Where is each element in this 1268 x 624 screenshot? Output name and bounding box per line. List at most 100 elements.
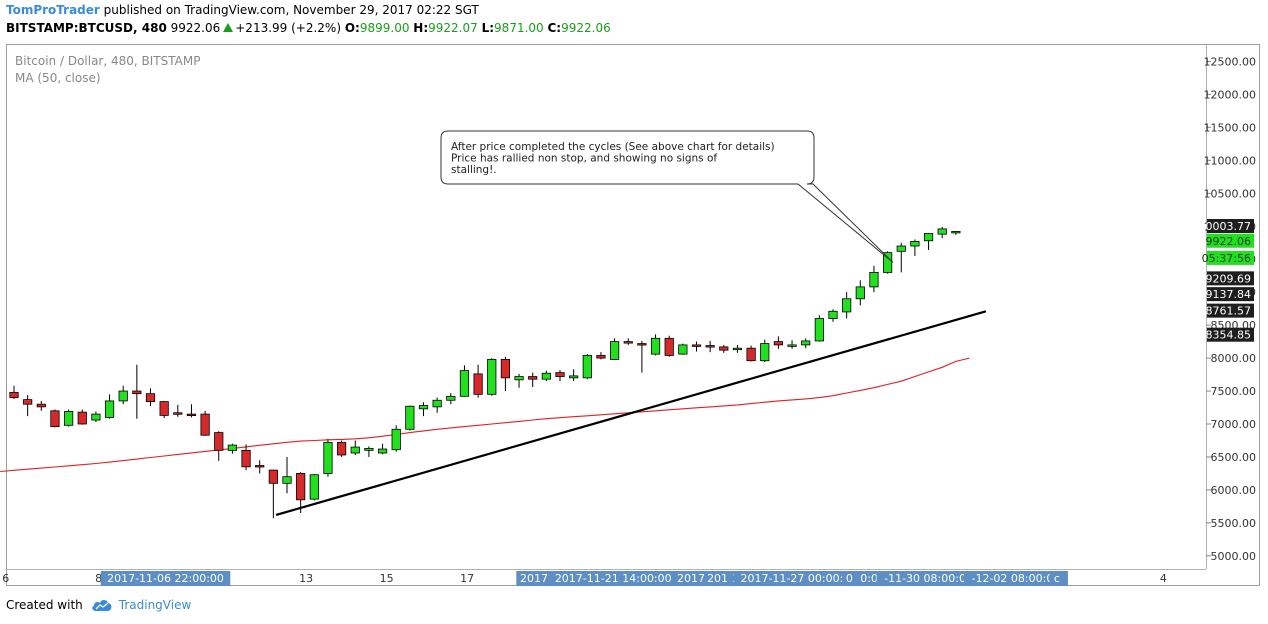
price-label: 8761.57	[1206, 305, 1252, 318]
price-label-bg	[1207, 233, 1254, 248]
candle-down	[23, 394, 33, 417]
up-arrow-icon	[223, 23, 234, 32]
price-axis-divider	[1206, 45, 1207, 569]
candle-up	[814, 315, 824, 342]
candle-body	[364, 447, 374, 451]
ma-layer	[0, 357, 970, 473]
price-label-bg	[1207, 287, 1254, 302]
candle-up	[828, 309, 838, 322]
candle-body	[405, 405, 415, 430]
candle-down	[555, 369, 565, 382]
date-badge-bg	[963, 571, 1068, 586]
candle-up	[923, 232, 934, 250]
callout-text-line: Price has rallied non stop, and showing …	[451, 153, 717, 165]
price-label: 05:37:56	[1202, 252, 1251, 265]
price-change: +213.99 (+2.2%)	[235, 21, 342, 35]
date-badge-bg	[734, 571, 864, 586]
y-tick-label: 6500.00	[1211, 451, 1257, 464]
candle-body	[241, 449, 251, 468]
open-value: 9899.00	[359, 21, 410, 35]
candle-up	[418, 402, 429, 417]
candle-body	[691, 344, 702, 347]
y-tick-label: 11500.00	[1204, 121, 1257, 134]
candle-up	[309, 474, 319, 501]
candle-body	[214, 432, 224, 451]
date-badge-label: 2017	[677, 572, 705, 585]
candle-body	[173, 412, 183, 415]
high-label: H:	[413, 21, 429, 35]
author-name[interactable]: TomProTrader	[6, 3, 100, 17]
symbol-label: BITSTAMP:BTCUSD, 480	[6, 21, 167, 35]
candle-body	[487, 358, 497, 395]
price-label: 8354.85	[1206, 329, 1252, 342]
indicator-legend: MA (50, close)	[15, 71, 101, 85]
chart-title: Bitcoin / Dollar, 480, BITSTAMP	[15, 54, 200, 68]
candles-layer	[9, 226, 961, 519]
price-label-bg	[1207, 250, 1254, 265]
candle-body	[323, 442, 333, 474]
candle-down	[719, 344, 729, 353]
annotation-callout[interactable]: After price completed the cycles (See ab…	[440, 130, 894, 263]
candle-up	[64, 409, 74, 427]
candle-body	[555, 372, 565, 377]
candle-up	[514, 373, 524, 388]
candle-up	[610, 338, 620, 361]
y-tick-label: 12000.00	[1204, 88, 1257, 101]
publish-text: published on TradingView.com, November 2…	[103, 3, 479, 17]
candle-body	[650, 337, 661, 355]
candle-body	[145, 393, 156, 402]
y-tick-label: 10500.00	[1204, 187, 1257, 200]
date-badge-label: 2017-11-27 00:00:00	[740, 572, 857, 585]
candle-body	[869, 271, 879, 288]
close-label: C:	[547, 21, 562, 35]
candle-body	[787, 344, 797, 347]
candle-body	[9, 391, 19, 399]
candle-body	[104, 400, 115, 418]
date-badge-label: 2017-11-21 14:00:00	[555, 572, 672, 585]
x-tick-label: 13	[299, 572, 313, 585]
candle-body	[418, 405, 429, 410]
candle-up	[459, 365, 470, 397]
candle-up	[869, 265, 879, 293]
candle-body	[719, 346, 729, 351]
candle-body	[91, 413, 101, 421]
candle-up	[432, 397, 442, 413]
price-label: 10003.77	[1199, 220, 1252, 233]
candle-down	[691, 341, 702, 352]
candle-down	[50, 409, 60, 428]
candle-up	[91, 411, 101, 423]
candle-down	[173, 404, 183, 417]
candle-down	[637, 340, 647, 373]
time-axis-divider	[7, 569, 1206, 570]
candle-up	[678, 343, 688, 355]
price-label-bg	[1207, 327, 1254, 342]
candle-down	[336, 440, 347, 457]
candle-body	[855, 286, 865, 300]
price-label: 9137.84	[1206, 288, 1252, 301]
candle-body	[705, 345, 715, 348]
candle-body	[596, 355, 606, 359]
footer: Created with TradingView	[6, 598, 191, 612]
date-badge-label: -11-30 08:00:00	[884, 572, 973, 585]
tradingview-link[interactable]: TradingView	[118, 598, 192, 612]
candle-body	[514, 376, 524, 381]
candle-up	[377, 443, 388, 455]
candle-down	[296, 472, 306, 513]
candle-down	[36, 400, 46, 411]
candle-body	[732, 347, 743, 351]
candle-body	[432, 399, 442, 408]
trendline-layer	[275, 310, 987, 517]
candle-body	[309, 474, 319, 500]
y-tick-label: 5500.00	[1211, 517, 1257, 530]
candle-body	[937, 228, 947, 235]
candle-body	[951, 230, 961, 234]
candle-body	[896, 245, 906, 252]
candle-body	[64, 411, 74, 426]
candle-down	[500, 356, 511, 392]
candle-up	[732, 344, 743, 353]
candle-up	[855, 280, 865, 306]
candle-down	[623, 338, 633, 345]
low-value: 9871.00	[494, 21, 544, 35]
candle-up	[787, 340, 797, 349]
